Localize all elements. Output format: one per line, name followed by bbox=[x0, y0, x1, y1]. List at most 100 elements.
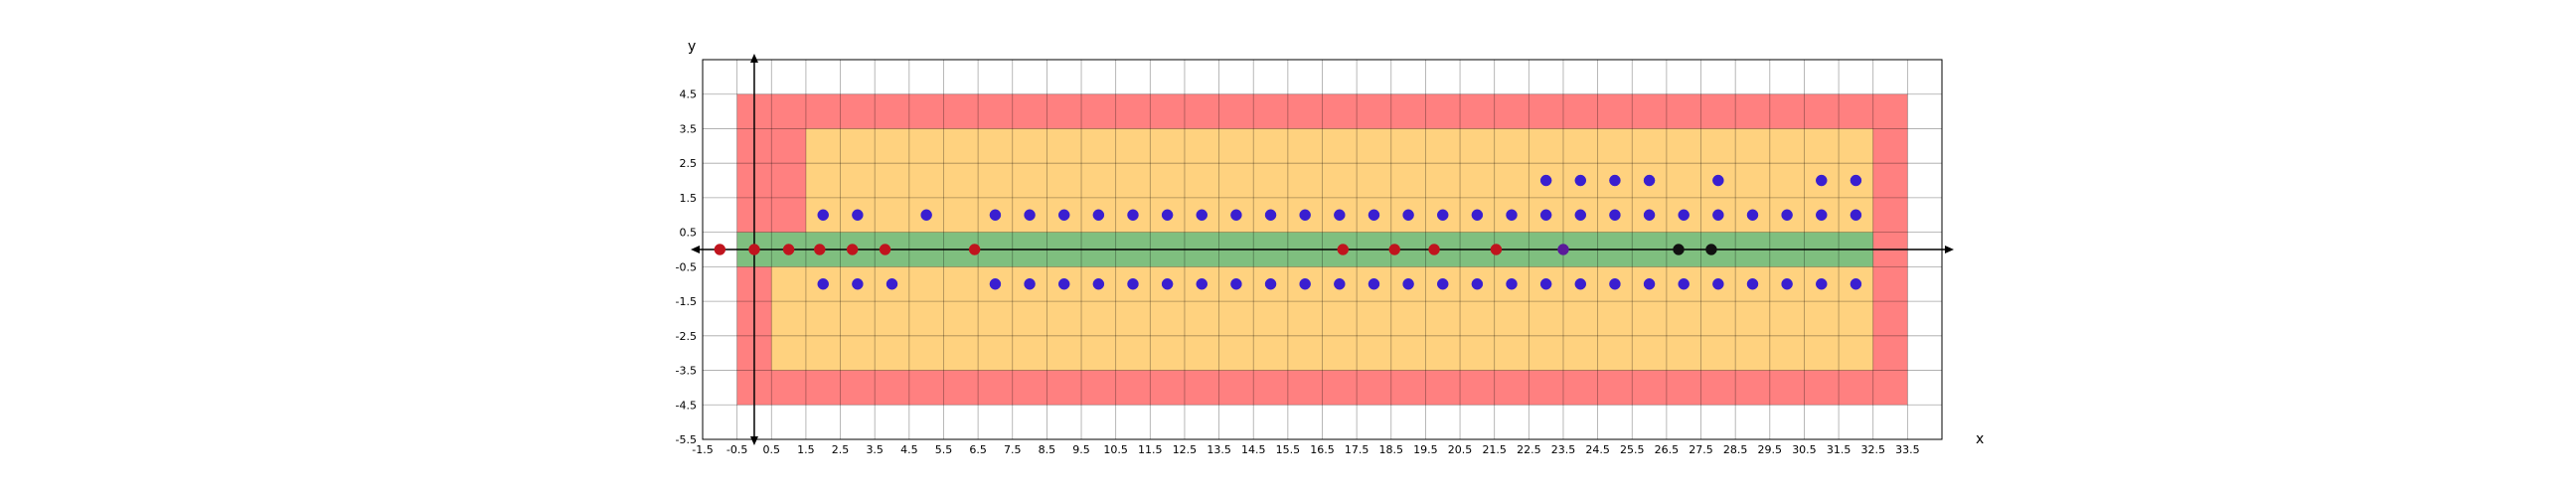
data-point bbox=[1506, 277, 1518, 290]
y-axis-label: y bbox=[688, 39, 696, 55]
data-point bbox=[1539, 277, 1552, 290]
data-point bbox=[1230, 209, 1242, 222]
x-tick-label: 0.5 bbox=[763, 443, 781, 456]
x-tick-label: 3.5 bbox=[866, 443, 884, 456]
data-point bbox=[1161, 209, 1174, 222]
data-point bbox=[852, 209, 864, 222]
y-axis-arrow-up bbox=[749, 54, 758, 63]
data-point bbox=[989, 277, 1002, 290]
data-point bbox=[1574, 209, 1587, 222]
data-point bbox=[1574, 174, 1587, 187]
y-tick-label: 4.5 bbox=[680, 88, 698, 101]
y-tick-label: -0.5 bbox=[676, 260, 697, 273]
x-tick-label: 18.5 bbox=[1379, 443, 1404, 456]
data-point bbox=[1574, 277, 1587, 290]
data-point bbox=[1816, 174, 1828, 187]
x-axis-arrow-right bbox=[1945, 246, 1954, 253]
data-point bbox=[1337, 244, 1350, 255]
x-tick-label: 7.5 bbox=[1004, 443, 1022, 456]
data-point bbox=[886, 277, 898, 290]
x-tick-label: 23.5 bbox=[1551, 443, 1576, 456]
x-tick-label: 8.5 bbox=[1039, 443, 1056, 456]
data-point bbox=[1264, 209, 1277, 222]
data-point bbox=[1161, 277, 1174, 290]
data-points bbox=[714, 174, 1862, 290]
data-point bbox=[782, 244, 795, 255]
data-point bbox=[1850, 277, 1862, 290]
x-tick-label: 29.5 bbox=[1758, 443, 1783, 456]
data-point bbox=[1471, 277, 1484, 290]
x-tick-label: 10.5 bbox=[1103, 443, 1128, 456]
data-point bbox=[1678, 209, 1690, 222]
data-point bbox=[1334, 209, 1346, 222]
data-point bbox=[1428, 244, 1440, 255]
data-point bbox=[1402, 209, 1414, 222]
x-tick-label: 25.5 bbox=[1620, 443, 1645, 456]
data-point bbox=[1127, 277, 1139, 290]
x-tick-label: 19.5 bbox=[1413, 443, 1438, 456]
x-tick-label: 27.5 bbox=[1689, 443, 1713, 456]
data-point bbox=[968, 244, 981, 255]
data-point bbox=[1490, 244, 1503, 255]
x-tick-label: 15.5 bbox=[1276, 443, 1301, 456]
data-point bbox=[1368, 277, 1380, 290]
x-tick-label: 22.5 bbox=[1517, 443, 1541, 456]
data-point bbox=[1850, 174, 1862, 187]
data-point bbox=[989, 209, 1002, 222]
data-point bbox=[1816, 277, 1828, 290]
x-tick-label: 31.5 bbox=[1827, 443, 1852, 456]
data-point bbox=[1781, 277, 1793, 290]
data-point bbox=[1712, 174, 1724, 187]
y-tick-label: -5.5 bbox=[676, 433, 697, 446]
y-tick-label: -1.5 bbox=[676, 295, 697, 308]
data-point bbox=[1230, 277, 1242, 290]
data-point bbox=[1539, 209, 1552, 222]
data-point bbox=[1299, 277, 1311, 290]
data-point bbox=[879, 244, 891, 255]
data-point bbox=[817, 277, 829, 290]
x-tick-labels: -1.5 -0.5 0.5 1.5 2.5 3.5 4.5 5.5 6.5 7.5 8.5 9.5 10… bbox=[692, 443, 1919, 456]
data-point bbox=[1712, 277, 1724, 290]
data-point bbox=[1024, 277, 1036, 290]
data-point bbox=[920, 209, 932, 222]
data-point bbox=[817, 209, 829, 222]
data-point bbox=[1705, 244, 1717, 255]
data-point bbox=[1092, 277, 1105, 290]
data-point bbox=[1127, 209, 1139, 222]
x-tick-label: 24.5 bbox=[1585, 443, 1610, 456]
y-tick-label: -3.5 bbox=[676, 365, 697, 378]
data-point bbox=[1643, 174, 1656, 187]
x-tick-label: 1.5 bbox=[797, 443, 815, 456]
data-point bbox=[852, 277, 864, 290]
x-tick-label: -0.5 bbox=[726, 443, 747, 456]
data-point bbox=[1436, 277, 1449, 290]
y-tick-label: 3.5 bbox=[680, 122, 698, 135]
data-point bbox=[714, 244, 726, 255]
data-point bbox=[1264, 277, 1277, 290]
x-tick-label: 20.5 bbox=[1448, 443, 1473, 456]
y-tick-label: 0.5 bbox=[680, 227, 698, 240]
x-tick-label: 16.5 bbox=[1310, 443, 1335, 456]
data-point bbox=[1368, 209, 1380, 222]
data-point bbox=[1643, 209, 1656, 222]
x-tick-label: 5.5 bbox=[935, 443, 953, 456]
data-point bbox=[1024, 209, 1036, 222]
x-tick-label: 21.5 bbox=[1482, 443, 1507, 456]
x-tick-label: 33.5 bbox=[1895, 443, 1920, 456]
data-point bbox=[1746, 209, 1759, 222]
data-point bbox=[748, 244, 760, 255]
x-tick-label: 26.5 bbox=[1655, 443, 1680, 456]
x-tick-label: 14.5 bbox=[1241, 443, 1266, 456]
data-point bbox=[1712, 209, 1724, 222]
data-point bbox=[1850, 209, 1862, 222]
y-tick-label: 1.5 bbox=[680, 192, 698, 205]
y-axis-arrow-down bbox=[749, 436, 758, 445]
x-tick-label: 9.5 bbox=[1072, 443, 1090, 456]
data-point bbox=[1609, 209, 1621, 222]
data-point bbox=[1643, 277, 1656, 290]
data-point bbox=[1334, 277, 1346, 290]
x-tick-label: 30.5 bbox=[1792, 443, 1817, 456]
x-tick-label: 32.5 bbox=[1860, 443, 1885, 456]
data-point bbox=[1196, 277, 1208, 290]
